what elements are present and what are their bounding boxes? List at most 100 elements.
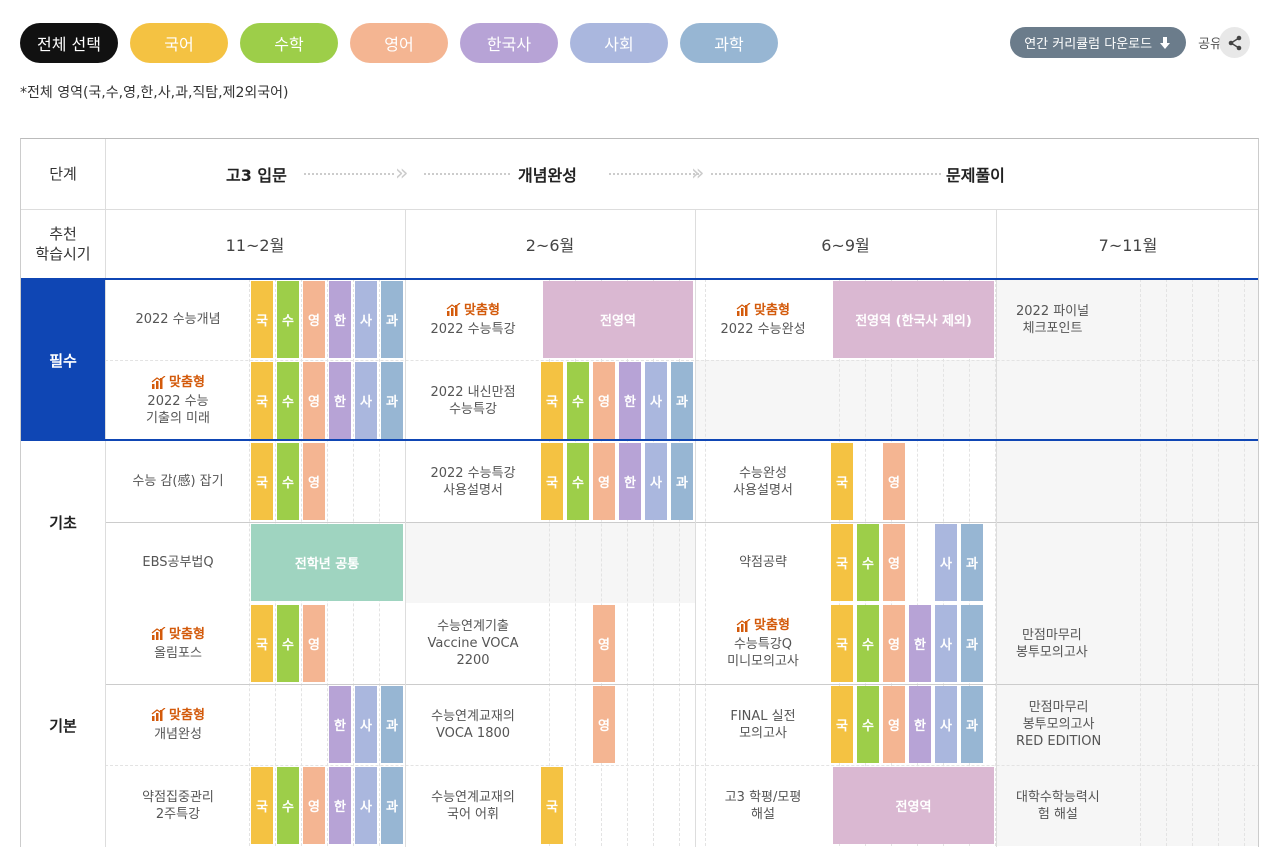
subject-chip-korean[interactable]: 국	[541, 443, 563, 520]
subject-chip-math[interactable]: 수	[277, 362, 299, 439]
subject-chip-korean[interactable]: 국	[831, 605, 853, 682]
book-entry[interactable]: 2022 파이널 체크포인트	[996, 279, 1258, 360]
subject-chip-english[interactable]: 영	[303, 281, 325, 358]
subject-chip-science[interactable]: 과	[961, 686, 983, 763]
subject-chip-history[interactable]: 한	[909, 686, 931, 763]
subject-chip-english[interactable]: 영	[883, 605, 905, 682]
subject-chip-social[interactable]: 사	[355, 281, 377, 358]
subject-chip-social[interactable]: 사	[355, 686, 377, 763]
subject-chip-english[interactable]: 영	[883, 443, 905, 520]
book-entry[interactable]: 2022 수능개념	[105, 279, 251, 360]
subject-chip-english[interactable]: 영	[593, 686, 615, 763]
subject-chip-math[interactable]: 수	[857, 605, 879, 682]
filter-science[interactable]: 과학	[680, 23, 778, 63]
subject-chip-english[interactable]: 영	[593, 362, 615, 439]
book-entry[interactable]: 맞춤형 수능특강Q 미니모의고사	[695, 603, 831, 684]
book-entry[interactable]: 약점집중관리 2주특강	[105, 765, 251, 846]
all-subjects-bar[interactable]: 전영역	[833, 767, 994, 844]
book-entry[interactable]: 고3 학평/모평 해설	[695, 765, 831, 846]
book-entry[interactable]: EBS공부법Q	[105, 522, 251, 603]
book-entry[interactable]: 대학수학능력시 험 해설	[996, 765, 1258, 846]
subject-chip-history[interactable]: 한	[619, 443, 641, 520]
subject-chip-science[interactable]: 과	[671, 443, 693, 520]
subject-chip-social[interactable]: 사	[935, 605, 957, 682]
subject-chip-social[interactable]: 사	[935, 524, 957, 601]
subject-chip-science[interactable]: 과	[671, 362, 693, 439]
subject-chip-math[interactable]: 수	[857, 686, 879, 763]
subject-chip-english[interactable]: 영	[303, 767, 325, 844]
book-entry[interactable]: 수능연계기출 Vaccine VOCA 2200	[405, 603, 541, 684]
filter-math[interactable]: 수학	[240, 23, 338, 63]
book-entry[interactable]: 맞춤형 2022 수능완성	[695, 279, 831, 360]
all-subjects-bar[interactable]: 전영역	[543, 281, 693, 358]
subject-chip-korean[interactable]: 국	[541, 362, 563, 439]
subject-chip-history[interactable]: 한	[329, 767, 351, 844]
subject-chip-korean[interactable]: 국	[251, 605, 273, 682]
filter-all[interactable]: 전체 선택	[20, 23, 118, 63]
book-entry[interactable]: 맞춤형 개념완성	[105, 684, 251, 765]
subject-chip-english[interactable]: 영	[303, 362, 325, 439]
subject-chip-social[interactable]: 사	[645, 443, 667, 520]
subject-chip-english[interactable]: 영	[883, 686, 905, 763]
subject-chip-math[interactable]: 수	[277, 605, 299, 682]
subject-chip-english[interactable]: 영	[593, 443, 615, 520]
subject-chip-social[interactable]: 사	[935, 686, 957, 763]
subject-chip-math[interactable]: 수	[857, 524, 879, 601]
subject-chip-science[interactable]: 과	[381, 686, 403, 763]
book-entry[interactable]: 맞춤형 2022 수능 기출의 미래	[105, 360, 251, 441]
subject-chip-korean[interactable]: 국	[541, 767, 563, 844]
subject-chip-korean[interactable]: 국	[251, 362, 273, 439]
subject-chip-science[interactable]: 과	[381, 767, 403, 844]
custom-badge-label: 맞춤형	[754, 618, 790, 633]
subject-chip-history[interactable]: 한	[909, 605, 931, 682]
book-entry[interactable]: 만점마무리 봉투모의고사	[996, 603, 1258, 684]
all-grades-bar[interactable]: 전학년 공통	[251, 524, 403, 601]
subject-chip-math[interactable]: 수	[277, 443, 299, 520]
book-entry[interactable]: 수능연계교재의 국어 어휘	[405, 765, 541, 846]
section-divider	[21, 684, 1258, 685]
all-subjects-bar[interactable]: 전영역 (한국사 제외)	[833, 281, 994, 358]
subject-chip-korean[interactable]: 국	[831, 686, 853, 763]
subject-chip-history[interactable]: 한	[619, 362, 641, 439]
book-entry[interactable]: FINAL 실전 모의고사	[695, 684, 831, 765]
subject-chip-history[interactable]: 한	[329, 362, 351, 439]
subject-chip-math[interactable]: 수	[277, 767, 299, 844]
filter-english[interactable]: 영어	[350, 23, 448, 63]
subject-chip-science[interactable]: 과	[381, 362, 403, 439]
filter-history[interactable]: 한국사	[460, 23, 558, 63]
book-entry[interactable]: 2022 내신만점 수능특강	[405, 360, 541, 441]
subject-chip-english[interactable]: 영	[303, 443, 325, 520]
book-entry[interactable]: 맞춤형 2022 수능특강	[405, 279, 541, 360]
subject-chip-social[interactable]: 사	[355, 362, 377, 439]
filter-social[interactable]: 사회	[570, 23, 668, 63]
subject-chip-korean[interactable]: 국	[251, 281, 273, 358]
subject-chip-science[interactable]: 과	[961, 524, 983, 601]
filter-korean[interactable]: 국어	[130, 23, 228, 63]
subject-chip-science[interactable]: 과	[961, 605, 983, 682]
subject-chip-social[interactable]: 사	[645, 362, 667, 439]
subject-chip-history[interactable]: 한	[329, 686, 351, 763]
subject-chip-english[interactable]: 영	[303, 605, 325, 682]
book-entry[interactable]: 맞춤형 올림포스	[105, 603, 251, 684]
book-entry[interactable]: 약점공략	[695, 522, 831, 603]
subject-chip-math[interactable]: 수	[567, 443, 589, 520]
subject-chip-korean[interactable]: 국	[251, 443, 273, 520]
subject-chip-korean[interactable]: 국	[831, 524, 853, 601]
book-entry[interactable]: 2022 수능특강 사용설명서	[405, 441, 541, 522]
book-entry[interactable]: 수능 감(感) 잡기	[105, 441, 251, 522]
subject-chip-korean[interactable]: 국	[831, 443, 853, 520]
subject-chip-english[interactable]: 영	[883, 524, 905, 601]
book-entry[interactable]: 수능완성 사용설명서	[695, 441, 831, 522]
share-button[interactable]	[1219, 27, 1250, 58]
subject-chip-math[interactable]: 수	[277, 281, 299, 358]
subject-chip-math[interactable]: 수	[567, 362, 589, 439]
book-entry[interactable]: 만점마무리 봉투모의고사 RED EDITION	[996, 684, 1258, 765]
subject-chip-social[interactable]: 사	[355, 767, 377, 844]
curriculum-download-button[interactable]: 연간 커리큘럼 다운로드	[1010, 27, 1187, 58]
download-label: 연간 커리큘럼 다운로드	[1024, 37, 1153, 52]
subject-chip-science[interactable]: 과	[381, 281, 403, 358]
subject-chip-history[interactable]: 한	[329, 281, 351, 358]
subject-chip-korean[interactable]: 국	[251, 767, 273, 844]
subject-chip-english[interactable]: 영	[593, 605, 615, 682]
book-entry[interactable]: 수능연계교재의 VOCA 1800	[405, 684, 541, 765]
